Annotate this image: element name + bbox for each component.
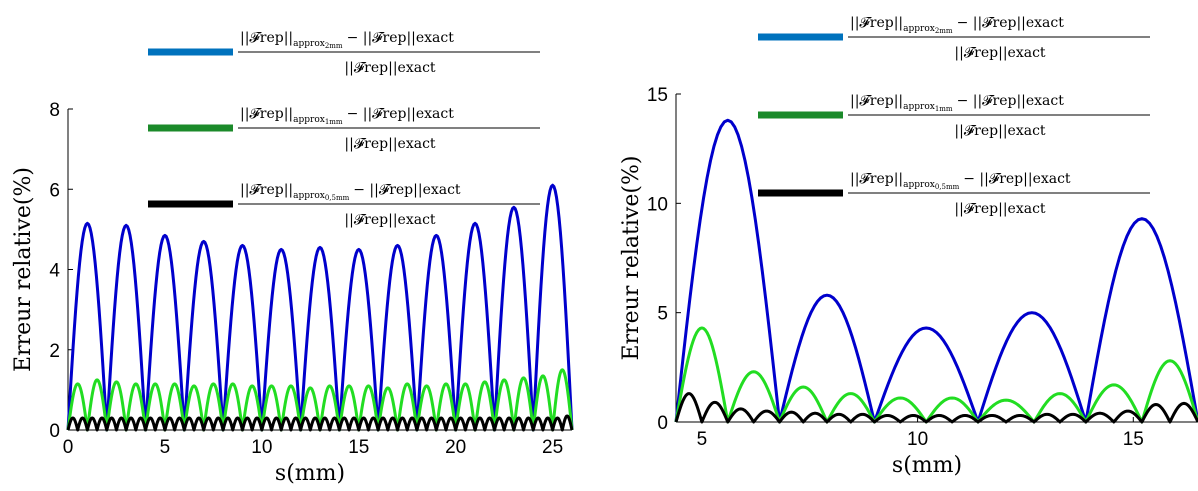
- y-tick-label: 8: [49, 100, 60, 121]
- y-tick-label: 2: [49, 341, 60, 362]
- x-tick-label: 10: [907, 429, 928, 450]
- x-tick-label: 5: [160, 437, 171, 458]
- legend-entry-1: ||𝓕rep||approx2mm − ||𝓕rep||exact ||𝓕rep||…: [758, 15, 1150, 61]
- legend-denominator: ||𝓕rep||exact: [954, 45, 1046, 61]
- x-tick-label: 25: [542, 437, 563, 458]
- series-line-3: [66, 414, 574, 432]
- y-axis-label: Erreur relative(%): [11, 167, 36, 372]
- legend-numerator: ||𝓕rep||approx0,5mm − ||𝓕rep||exact: [240, 182, 461, 202]
- x-tick-label: 5: [697, 429, 708, 450]
- chart-2: 0 5 10 15 5 10 15 s(mm) Erreur relative(%) ||𝓕rep…: [619, 15, 1198, 478]
- legend-numerator: ||𝓕rep||approx2mm − ||𝓕rep||exact: [240, 30, 454, 50]
- legend-numerator: ||𝓕rep||approx0,5mm − ||𝓕rep||exact: [850, 171, 1071, 191]
- series-line-3: [674, 392, 1198, 424]
- chart-1: 0 2 4 6 8 0 5 10 15 20 25 s(mm) Erreur relative(%) ||…: [11, 30, 574, 486]
- y-axis-label: Erreur relative(%): [619, 156, 644, 361]
- legend-entry-2: ||𝓕rep||approx1mm − ||𝓕rep||exact ||𝓕rep||…: [148, 106, 540, 152]
- series-line-2: [674, 326, 1198, 424]
- legend-entry-1: ||𝓕rep||approx2mm − ||𝓕rep||exact ||𝓕rep||…: [148, 30, 540, 76]
- y-tick-label: 0: [49, 421, 60, 442]
- y-tick-label: 4: [49, 261, 60, 282]
- x-tick-label: 10: [251, 437, 272, 458]
- legend-numerator: ||𝓕rep||approx2mm − ||𝓕rep||exact: [850, 15, 1064, 35]
- x-tick-label: 0: [63, 437, 74, 458]
- y-tick-label: 0: [657, 413, 668, 434]
- series-line-1: [66, 183, 574, 432]
- legend-numerator: ||𝓕rep||approx1mm − ||𝓕rep||exact: [240, 106, 454, 126]
- x-tick-label: 20: [445, 437, 466, 458]
- x-tick-label: 15: [1123, 429, 1144, 450]
- legend-entry-3: ||𝓕rep||approx0,5mm − ||𝓕rep||exact ||𝓕rep…: [148, 182, 540, 228]
- y-tick-label: 5: [657, 304, 668, 325]
- legend-denominator: ||𝓕rep||exact: [954, 201, 1046, 217]
- legend-entry-3: ||𝓕rep||approx0,5mm − ||𝓕rep||exact ||𝓕rep…: [758, 171, 1150, 217]
- legend-denominator: ||𝓕rep||exact: [954, 123, 1046, 139]
- legend-denominator: ||𝓕rep||exact: [344, 60, 436, 76]
- legend-denominator: ||𝓕rep||exact: [344, 212, 436, 228]
- y-tick-label: 15: [647, 85, 668, 106]
- x-tick-label: 15: [348, 437, 369, 458]
- y-tick-label: 10: [647, 194, 668, 215]
- legend-numerator: ||𝓕rep||approx1mm − ||𝓕rep||exact: [850, 93, 1064, 113]
- x-axis-label: s(mm): [892, 453, 962, 478]
- y-tick-label: 6: [49, 180, 60, 201]
- x-axis-label: s(mm): [275, 461, 345, 486]
- legend-entry-2: ||𝓕rep||approx1mm − ||𝓕rep||exact ||𝓕rep||…: [758, 93, 1150, 139]
- series-line-1: [674, 118, 1198, 424]
- legend-denominator: ||𝓕rep||exact: [344, 136, 436, 152]
